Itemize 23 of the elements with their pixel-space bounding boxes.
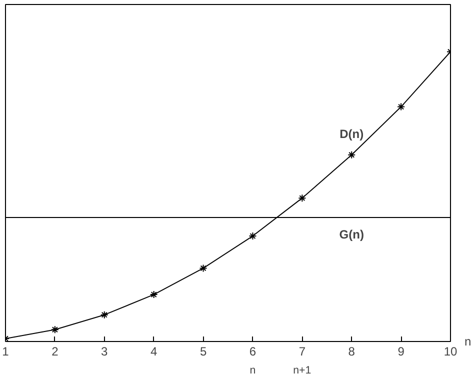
x-tick-label: 2 bbox=[52, 344, 59, 358]
text: n bbox=[250, 364, 256, 376]
point bbox=[50, 326, 59, 334]
point bbox=[150, 290, 158, 299]
point bbox=[100, 310, 108, 319]
point bbox=[298, 194, 306, 202]
x-tick-label: 10 bbox=[444, 344, 458, 358]
text: n+1 bbox=[293, 364, 312, 376]
x-tick-label: 9 bbox=[398, 344, 405, 358]
x-tick-label: 4 bbox=[150, 344, 158, 358]
x-tick-label: 7 bbox=[298, 344, 306, 358]
ref-line-label: G(n) bbox=[339, 227, 364, 242]
x-axis-title: n bbox=[464, 334, 472, 348]
point bbox=[248, 232, 257, 240]
x-tick-label: 1 bbox=[2, 344, 10, 358]
x-tick-label: 3 bbox=[101, 344, 108, 358]
series-label: D(n) bbox=[340, 126, 364, 141]
x-tick-label: 6 bbox=[249, 344, 256, 358]
point bbox=[199, 264, 208, 272]
point bbox=[348, 150, 356, 159]
x-tick-label: 8 bbox=[348, 344, 356, 358]
x-tick-label: 5 bbox=[200, 344, 207, 358]
point bbox=[397, 102, 406, 111]
